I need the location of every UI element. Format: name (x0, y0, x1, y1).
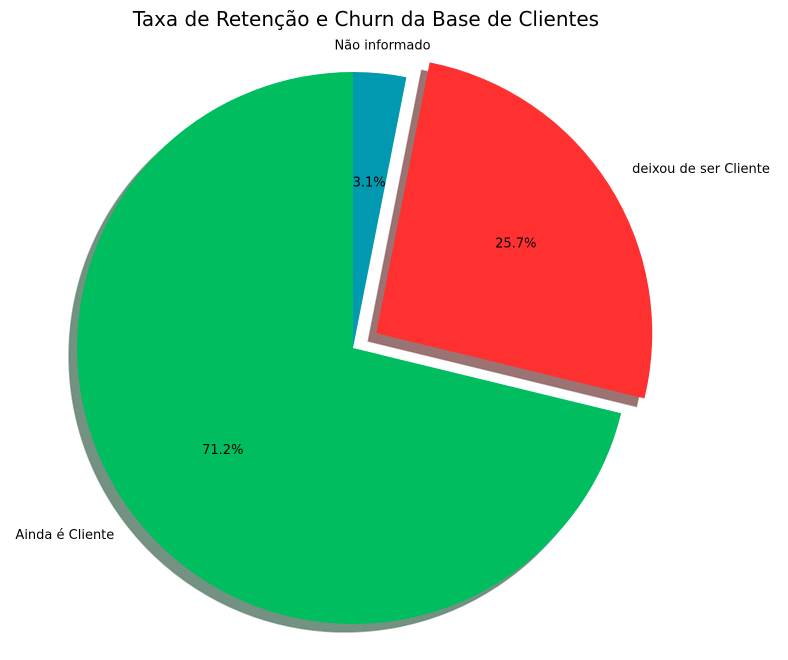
slice-deixou-de-ser-cliente (376, 62, 653, 399)
slice-label-nao-informado: Não informado (334, 38, 430, 53)
slice-label-deixou-de-ser-cliente: deixou de ser Cliente (632, 162, 770, 177)
pie-labels: Ainda é Cliente 71.2% deixou de ser Client… (15, 38, 769, 543)
slice-nao-informado (353, 72, 407, 348)
pie-slices (77, 62, 653, 624)
slice-label-ainda-e-cliente: Ainda é Cliente (15, 528, 114, 543)
slice-percent-deixou-de-ser-cliente: 25.7% (495, 236, 536, 251)
slice-ainda-e-cliente (77, 72, 622, 624)
chart-title: Taxa de Retenção e Churn da Base de Clie… (132, 7, 599, 31)
slice-percent-ainda-e-cliente: 71.2% (202, 443, 243, 458)
slice-percent-nao-informado: 3.1% (353, 176, 386, 191)
